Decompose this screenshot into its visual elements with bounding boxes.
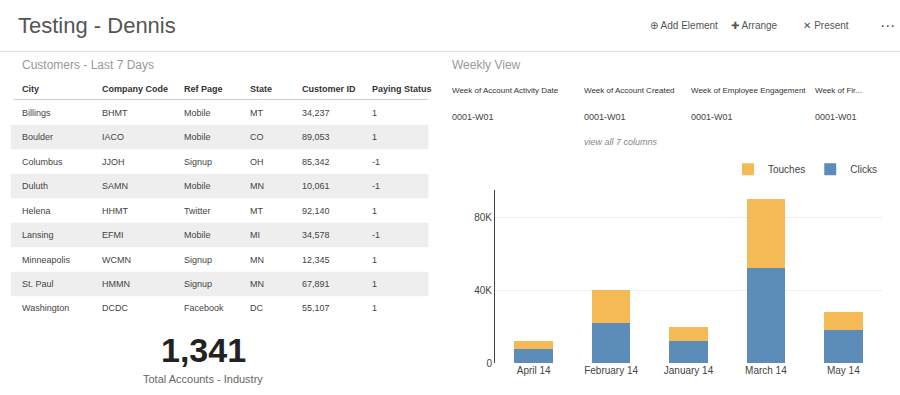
svg-text:⊕ Add Element: ⊕ Add Element: [650, 20, 718, 31]
svg-text:Company Code: Company Code: [102, 84, 168, 94]
svg-text:Paying Status: Paying Status: [372, 84, 432, 94]
svg-text:Columbus: Columbus: [22, 157, 63, 167]
svg-text:Mobile: Mobile: [184, 181, 211, 191]
svg-text:⋯: ⋯: [880, 17, 895, 34]
svg-text:Customers - Last 7 Days: Customers - Last 7 Days: [22, 58, 154, 72]
svg-text:1: 1: [372, 108, 377, 118]
svg-text:Mobile: Mobile: [184, 132, 211, 142]
svg-text:Week of Account Created: Week of Account Created: [584, 86, 675, 95]
svg-text:12,345: 12,345: [302, 255, 330, 265]
svg-text:DCDC: DCDC: [102, 303, 128, 313]
svg-text:OH: OH: [250, 157, 264, 167]
svg-text:Ref Page: Ref Page: [184, 84, 223, 94]
svg-text:MI: MI: [250, 230, 260, 240]
svg-text:0001-W01: 0001-W01: [815, 112, 857, 122]
svg-text:St. Paul: St. Paul: [22, 279, 54, 289]
svg-text:Mobile: Mobile: [184, 230, 211, 240]
svg-text:1,341: 1,341: [161, 331, 246, 369]
svg-text:Signup: Signup: [184, 279, 212, 289]
svg-text:Week of Fir...: Week of Fir...: [815, 86, 862, 95]
svg-text:✚ Arrange: ✚ Arrange: [731, 20, 778, 31]
svg-text:0001-W01: 0001-W01: [691, 112, 733, 122]
svg-text:-1: -1: [372, 181, 380, 191]
svg-text:State: State: [250, 84, 272, 94]
svg-text:1: 1: [372, 132, 377, 142]
svg-text:1: 1: [372, 279, 377, 289]
svg-text:1: 1: [372, 206, 377, 216]
svg-text:Lansing: Lansing: [22, 230, 54, 240]
svg-text:Total Accounts - Industry: Total Accounts - Industry: [143, 373, 263, 385]
svg-text:Testing - Dennis: Testing - Dennis: [18, 13, 176, 38]
svg-text:Helena: Helena: [22, 206, 51, 216]
svg-text:Twitter: Twitter: [184, 206, 211, 216]
svg-text:HMMN: HMMN: [102, 279, 130, 289]
svg-text:Touches: Touches: [768, 164, 805, 175]
svg-text:Billings: Billings: [22, 108, 51, 118]
svg-text:1: 1: [372, 303, 377, 313]
svg-text:JJOH: JJOH: [102, 157, 125, 167]
svg-text:Clicks: Clicks: [850, 164, 877, 175]
svg-text:MT: MT: [250, 108, 263, 118]
svg-text:Customer ID: Customer ID: [302, 84, 356, 94]
svg-text:55,107: 55,107: [302, 303, 330, 313]
svg-text:34,578: 34,578: [302, 230, 330, 240]
svg-text:MN: MN: [250, 279, 264, 289]
svg-text:92,140: 92,140: [302, 206, 330, 216]
svg-text:DC: DC: [250, 303, 263, 313]
svg-text:April 14: April 14: [517, 365, 551, 376]
svg-text:Facebook: Facebook: [184, 303, 224, 313]
svg-text:40K: 40K: [474, 285, 492, 296]
svg-text:0: 0: [486, 358, 492, 369]
svg-text:Signup: Signup: [184, 157, 212, 167]
svg-text:0001-W01: 0001-W01: [584, 112, 626, 122]
svg-text:IACO: IACO: [102, 132, 124, 142]
svg-text:SAMN: SAMN: [102, 181, 128, 191]
svg-text:Week of Account Activity Date: Week of Account Activity Date: [452, 86, 559, 95]
svg-text:Week of Employee Engagement: Week of Employee Engagement: [691, 86, 806, 95]
svg-text:WCMN: WCMN: [102, 255, 131, 265]
svg-text:BHMT: BHMT: [102, 108, 128, 118]
svg-text:-1: -1: [372, 230, 380, 240]
svg-text:MN: MN: [250, 255, 264, 265]
svg-text:Duluth: Duluth: [22, 181, 48, 191]
svg-text:67,891: 67,891: [302, 279, 330, 289]
svg-text:80K: 80K: [474, 212, 492, 223]
svg-text:CO: CO: [250, 132, 264, 142]
svg-text:89,053: 89,053: [302, 132, 330, 142]
svg-text:1: 1: [372, 255, 377, 265]
svg-text:EFMI: EFMI: [102, 230, 124, 240]
svg-text:Minneapolis: Minneapolis: [22, 255, 71, 265]
svg-text:HHMT: HHMT: [102, 206, 128, 216]
svg-text:✕ Present: ✕ Present: [803, 20, 849, 31]
svg-text:-1: -1: [372, 157, 380, 167]
svg-text:view all 7 columns: view all 7 columns: [584, 137, 658, 147]
svg-text:March 14: March 14: [745, 365, 787, 376]
svg-text:0001-W01: 0001-W01: [452, 112, 494, 122]
svg-text:Mobile: Mobile: [184, 108, 211, 118]
svg-text:MN: MN: [250, 181, 264, 191]
svg-text:34,237: 34,237: [302, 108, 330, 118]
svg-text:Washington: Washington: [22, 303, 69, 313]
svg-text:May 14: May 14: [827, 365, 860, 376]
svg-text:10,061: 10,061: [302, 181, 330, 191]
svg-text:February 14: February 14: [584, 365, 638, 376]
svg-text:January 14: January 14: [664, 365, 714, 376]
svg-text:Signup: Signup: [184, 255, 212, 265]
svg-text:City: City: [22, 84, 39, 94]
svg-text:Weekly View: Weekly View: [452, 58, 521, 72]
svg-text:Boulder: Boulder: [22, 132, 53, 142]
svg-text:85,342: 85,342: [302, 157, 330, 167]
svg-text:MT: MT: [250, 206, 263, 216]
